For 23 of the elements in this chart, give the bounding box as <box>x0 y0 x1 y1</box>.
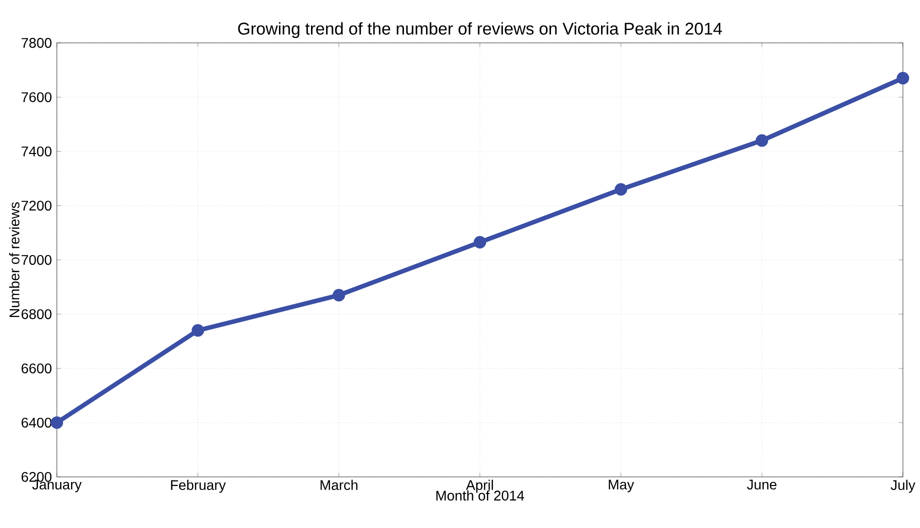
x-tick-label: July <box>890 480 916 493</box>
x-tick-label: June <box>746 480 776 490</box>
point <box>896 72 910 84</box>
y-tick-label: 7200 <box>22 200 52 211</box>
x-tick-label: March <box>320 480 358 490</box>
y-tick-label: 7600 <box>22 92 52 102</box>
y-tick-label: 7400 <box>22 146 52 156</box>
y-tick-label: 7000 <box>22 255 52 265</box>
y-tick-label: 6200 <box>22 472 52 482</box>
y-tick-label: 6800 <box>22 309 52 320</box>
point <box>614 183 628 196</box>
point <box>756 134 768 147</box>
point <box>332 289 346 302</box>
x-tick-label: May <box>608 480 634 492</box>
chart-title: Growing trend of the number of reviews on Victoria Peak in 2014 <box>238 22 722 38</box>
x-tick-label: February <box>171 480 226 493</box>
point <box>192 324 204 337</box>
x-tick-label: January <box>32 480 82 492</box>
y-tick-label: 7800 <box>22 38 52 48</box>
y-axis-title: Number of reviews <box>9 202 20 318</box>
point <box>50 416 64 429</box>
point <box>474 236 486 249</box>
y-tick-label: 6600 <box>22 364 52 374</box>
